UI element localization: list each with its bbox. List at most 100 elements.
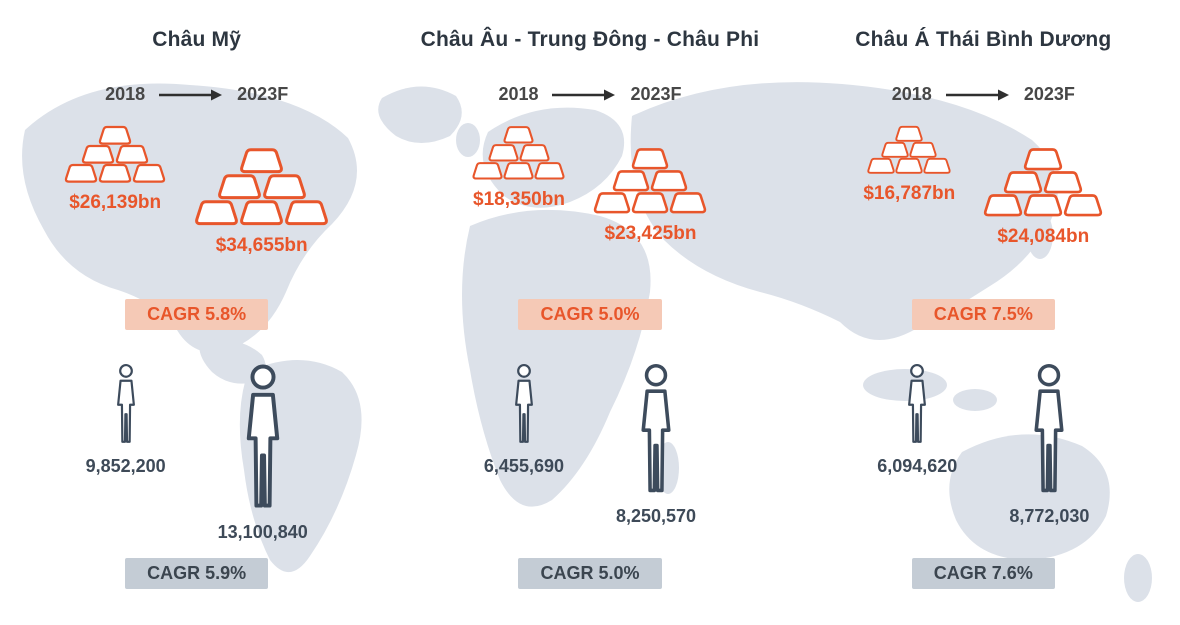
years-row: 2018 2023F	[892, 84, 1075, 105]
gold-bar-icon	[1004, 171, 1043, 194]
wealth-comparison: $16,787bn $24,084bn	[863, 125, 1103, 285]
gold-bar-icon	[64, 163, 98, 183]
population-cagr-badge: CAGR 5.0%	[518, 558, 662, 589]
wealth-2023-value: $24,084bn	[997, 226, 1090, 247]
arrow-icon	[552, 89, 616, 100]
wealth-comparison: $18,350bn $23,425bn	[472, 126, 707, 285]
gold-bar-icon	[632, 148, 669, 170]
wealth-cagr-badge: CAGR 5.8%	[125, 299, 269, 330]
gold-bar-icon	[895, 125, 923, 142]
population-comparison: 6,094,620 8,772,030	[877, 362, 1089, 548]
year-end-label: 2023F	[237, 84, 289, 104]
gold-bar-icon	[1044, 171, 1083, 194]
gold-bar-icon	[881, 141, 909, 158]
gold-bar-icon	[503, 162, 535, 180]
years-row: 2018 2023F	[498, 84, 681, 105]
gold-bar-icon	[594, 192, 631, 214]
gold-stack-2023	[194, 148, 329, 227]
year-start-label: 2018	[105, 84, 146, 104]
gold-bar-icon	[98, 125, 132, 145]
population-2018-value: 6,094,620	[877, 456, 958, 476]
wealth-2023: $34,655bn	[194, 148, 329, 257]
year-end-label: 2023F	[1023, 84, 1075, 104]
wealth-2018: $26,139bn	[64, 125, 166, 214]
gold-bar-icon	[262, 174, 306, 200]
population-2023: 13,100,840	[218, 362, 308, 543]
gold-bar-icon	[519, 144, 550, 162]
person-icon	[246, 364, 279, 508]
arrow-icon	[159, 89, 223, 100]
gold-bar-icon	[923, 157, 951, 174]
region-emea: Châu Âu - Trung Đông - Châu Phi 2018 202…	[393, 0, 786, 625]
population-2018-value: 6,455,690	[483, 456, 564, 476]
person-icon	[116, 363, 135, 443]
person-figure-small	[901, 362, 933, 446]
person-icon	[908, 363, 927, 443]
population-2023: 8,772,030	[1009, 362, 1089, 527]
population-comparison: 9,852,200 13,100,840	[86, 362, 308, 548]
population-2018: 6,094,620	[877, 362, 957, 477]
gold-bar-icon	[534, 162, 566, 180]
gold-bar-icon	[503, 126, 535, 144]
gold-stack-2018	[472, 126, 566, 181]
region-apac: Châu Á Thái Bình Dương 2018 2023F $16,78…	[787, 0, 1180, 625]
population-cagr-badge: CAGR 5.9%	[125, 558, 269, 589]
gold-bar-icon	[984, 194, 1023, 217]
region-title: Châu Âu - Trung Đông - Châu Phi	[420, 28, 760, 51]
gold-bar-icon	[81, 144, 115, 164]
wealth-2023-value: $23,425bn	[604, 223, 697, 244]
year-start-label: 2018	[498, 84, 539, 104]
wealth-cagr-badge: CAGR 5.0%	[518, 299, 662, 330]
population-2018-value: 9,852,200	[85, 456, 166, 476]
person-figure-small	[110, 362, 142, 446]
gold-bar-icon	[1024, 194, 1063, 217]
wealth-2018: $18,350bn	[472, 126, 566, 211]
person-figure-large	[234, 362, 292, 512]
year-start-label: 2018	[891, 84, 932, 104]
gold-bar-icon	[217, 174, 261, 200]
gold-bar-icon	[472, 162, 504, 180]
gold-bar-icon	[98, 163, 132, 183]
gold-bar-icon	[670, 192, 707, 214]
gold-bar-icon	[488, 144, 519, 162]
gold-bar-icon	[1064, 194, 1103, 217]
arrow-icon	[945, 89, 1009, 100]
population-2023-value: 8,250,570	[615, 506, 697, 526]
gold-bar-icon	[240, 200, 284, 226]
person-figure-small	[508, 362, 540, 446]
person-icon	[641, 364, 671, 493]
person-figure-large	[630, 362, 682, 496]
gold-bar-icon	[1024, 148, 1063, 171]
years-row: 2018 2023F	[105, 84, 288, 105]
gold-stack-2018	[867, 125, 951, 175]
person-figure-large	[1023, 362, 1075, 496]
gold-bar-icon	[613, 170, 650, 192]
wealth-2023: $24,084bn	[983, 148, 1103, 248]
gold-bar-icon	[895, 157, 923, 174]
gold-bar-icon	[132, 163, 166, 183]
wealth-2018-value: $16,787bn	[863, 183, 956, 204]
population-comparison: 6,455,690 8,250,570	[484, 362, 696, 548]
wealth-comparison: $26,139bn $34,655bn	[64, 125, 329, 285]
wealth-2023: $23,425bn	[593, 148, 707, 245]
population-2023: 8,250,570	[616, 362, 696, 527]
gold-stack-2023	[593, 148, 707, 215]
gold-bar-icon	[651, 170, 688, 192]
gold-bar-icon	[867, 157, 895, 174]
gold-bar-icon	[240, 148, 284, 174]
wealth-cagr-badge: CAGR 7.5%	[911, 299, 1055, 330]
gold-stack-2023	[983, 148, 1103, 218]
region-title: Châu Á Thái Bình Dương	[855, 28, 1112, 51]
population-2023-value: 13,100,840	[217, 522, 308, 542]
gold-bar-icon	[909, 141, 937, 158]
population-cagr-badge: CAGR 7.6%	[911, 558, 1055, 589]
gold-bar-icon	[115, 144, 149, 164]
population-2023-value: 8,772,030	[1009, 506, 1090, 526]
wealth-2018-value: $26,139bn	[69, 192, 162, 213]
wealth-2023-value: $34,655bn	[215, 235, 308, 256]
year-end-label: 2023F	[630, 84, 682, 104]
region-americas: Châu Mỹ 2018 2023F $26,139bn $34,655bn C…	[0, 0, 393, 625]
region-title: Châu Mỹ	[152, 28, 242, 51]
population-2018: 6,455,690	[484, 362, 564, 477]
